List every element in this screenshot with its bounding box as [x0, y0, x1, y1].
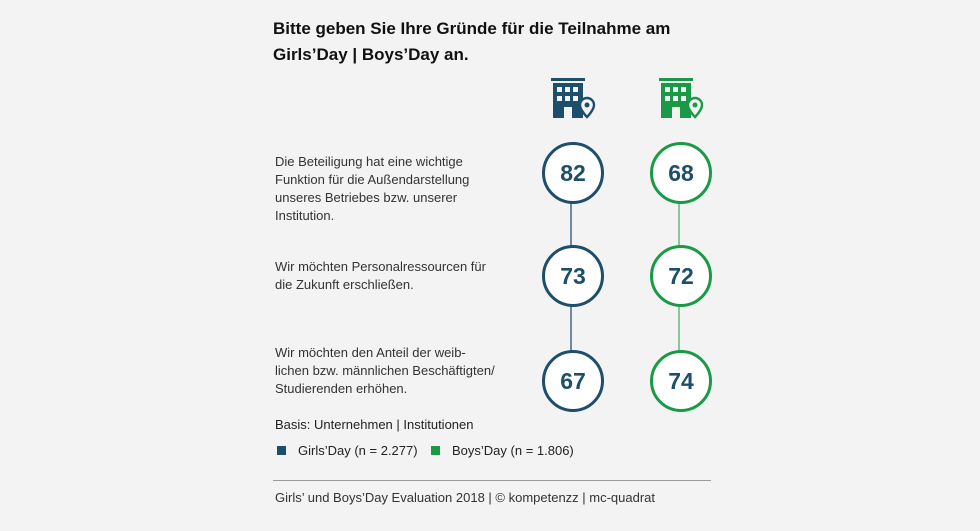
girls-value-circle: 67 [542, 350, 604, 412]
girls-value-circle: 73 [542, 245, 604, 307]
footer-credit: Girls’ und Boys’Day Evaluation 2018 | © … [275, 490, 656, 505]
row-label-line: Studierenden erhöhen. [275, 381, 408, 396]
row-label-3: Wir möchten den Anteil der weib- lichen … [275, 344, 525, 398]
girls-value-circle: 82 [542, 142, 604, 204]
building-location-icon [551, 78, 596, 119]
row-label-line: Funktion für die Außendarstellung [275, 172, 470, 187]
legend-item-girls: Girls’Day (n = 2.277) [277, 443, 418, 458]
footer-divider [273, 480, 711, 481]
row-label-line: Wir möchten Personalressourcen für [275, 259, 486, 274]
legend-label-boys: Boys’Day (n = 1.806) [452, 443, 574, 458]
row-label-1: Die Beteiligung hat eine wichtige Funkti… [275, 153, 525, 225]
row-label-line: Wir möchten den Anteil der weib- [275, 345, 466, 360]
basis-note: Basis: Unternehmen | Institutionen [275, 417, 474, 432]
row-label-line: Die Beteiligung hat eine wichtige [275, 154, 463, 169]
legend-swatch-girls [277, 446, 286, 455]
row-label-line: unseres Betriebes bzw. unserer [275, 190, 458, 205]
row-label-line: die Zukunft erschließen. [275, 277, 414, 292]
boys-value-circle: 68 [650, 142, 712, 204]
boys-value-circle: 74 [650, 350, 712, 412]
row-label-line: lichen bzw. männlichen Beschäftigten/ [275, 363, 495, 378]
row-label-line: Institution. [275, 208, 335, 223]
title-line-1: Bitte geben Sie Ihre Gründe für die Teil… [273, 19, 671, 38]
title-line-2: Girls’Day | Boys’Day an. [273, 45, 469, 64]
row-label-2: Wir möchten Personalressourcen für die Z… [275, 258, 525, 294]
chart-title: Bitte geben Sie Ihre Gründe für die Teil… [273, 16, 693, 68]
building-location-icon [659, 78, 704, 119]
legend-item-boys: Boys’Day (n = 1.806) [431, 443, 574, 458]
legend-swatch-boys [431, 446, 440, 455]
boys-value-circle: 72 [650, 245, 712, 307]
legend-label-girls: Girls’Day (n = 2.277) [298, 443, 418, 458]
